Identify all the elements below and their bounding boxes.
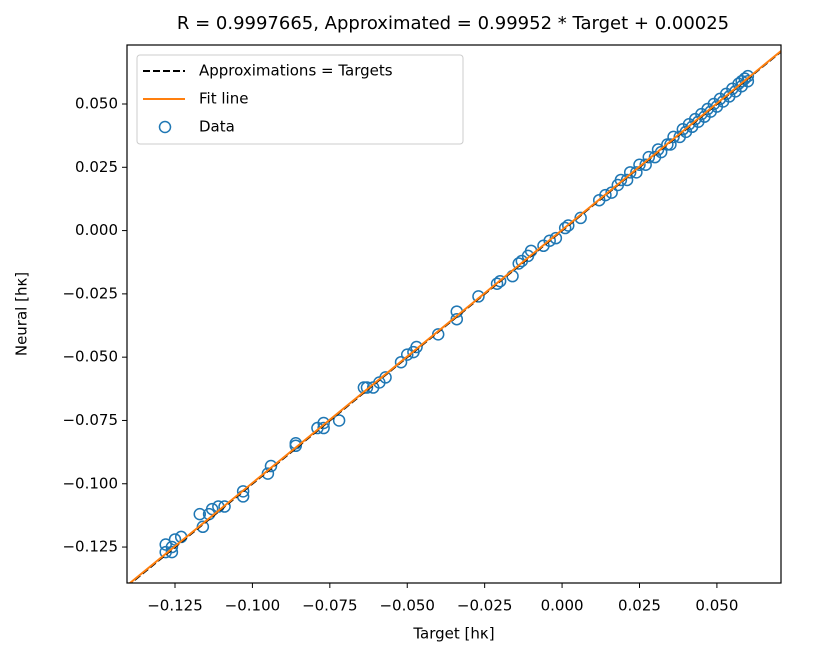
data-point bbox=[236, 485, 250, 498]
data-point bbox=[193, 507, 207, 521]
data-point bbox=[654, 145, 668, 159]
x-tick-label: −0.025 bbox=[457, 597, 513, 615]
data-point bbox=[218, 500, 231, 513]
data-point bbox=[738, 72, 752, 85]
data-point bbox=[159, 538, 172, 551]
data-point bbox=[599, 188, 612, 202]
data-point bbox=[360, 381, 374, 394]
data-point bbox=[633, 158, 646, 172]
x-tick-label: −0.075 bbox=[302, 597, 358, 615]
data-point bbox=[264, 459, 278, 473]
data-point bbox=[605, 186, 618, 199]
y-tick-label: −0.100 bbox=[62, 474, 118, 492]
data-point bbox=[558, 221, 572, 235]
data-point bbox=[667, 130, 680, 144]
data-point bbox=[623, 166, 637, 179]
data-point bbox=[562, 219, 575, 232]
x-tick-label: −0.125 bbox=[147, 597, 203, 615]
y-tick-label: 0.050 bbox=[75, 94, 118, 112]
legend-marker bbox=[158, 120, 172, 134]
data-point bbox=[317, 416, 330, 430]
data-point bbox=[543, 234, 556, 247]
data-point bbox=[664, 138, 677, 151]
data-point bbox=[630, 166, 643, 179]
legend-box bbox=[136, 54, 464, 145]
y-tick-label: −0.075 bbox=[62, 411, 118, 429]
data-point bbox=[205, 502, 219, 516]
x-tick-label: 0.000 bbox=[541, 597, 584, 615]
x-tick-label: 0.025 bbox=[618, 597, 661, 615]
legend-label: Fit line bbox=[199, 90, 248, 108]
data-point bbox=[620, 173, 634, 187]
data-point bbox=[549, 231, 563, 245]
y-tick-label: −0.125 bbox=[62, 538, 118, 556]
y-tick-label: 0.000 bbox=[75, 221, 118, 239]
data-point bbox=[651, 143, 665, 156]
data-point bbox=[512, 257, 525, 270]
legend-label: Approximations = Targets bbox=[199, 62, 393, 80]
data-point bbox=[574, 211, 587, 225]
x-tick-label: −0.100 bbox=[225, 597, 281, 615]
data-point bbox=[639, 158, 652, 172]
x-tick-label: 0.050 bbox=[695, 597, 738, 615]
x-tick-label: −0.050 bbox=[379, 597, 435, 615]
data-point bbox=[472, 290, 485, 303]
data-point bbox=[400, 348, 414, 361]
legend-label: Data bbox=[199, 118, 235, 136]
plot-frame bbox=[126, 44, 782, 584]
data-point bbox=[741, 74, 755, 88]
y-tick-label: 0.025 bbox=[75, 158, 118, 176]
data-point bbox=[394, 355, 408, 369]
data-point bbox=[614, 173, 628, 187]
data-point bbox=[735, 74, 748, 88]
data-point bbox=[493, 274, 507, 288]
data-point bbox=[168, 533, 182, 546]
data-point bbox=[642, 150, 656, 164]
y-tick-label: −0.050 bbox=[62, 348, 118, 366]
data-point bbox=[332, 414, 346, 427]
data-point bbox=[410, 340, 423, 354]
line bbox=[128, 50, 781, 583]
data-point bbox=[661, 138, 674, 151]
y-tick-label: −0.025 bbox=[62, 284, 118, 302]
data-point bbox=[490, 277, 504, 290]
x-axis-label: Target [hκ] bbox=[412, 625, 494, 643]
chart-title: R = 0.9997665, Approximated = 0.99952 * … bbox=[177, 13, 729, 34]
y-axis-label: Neural [hκ] bbox=[13, 272, 31, 356]
data-point bbox=[165, 540, 179, 554]
